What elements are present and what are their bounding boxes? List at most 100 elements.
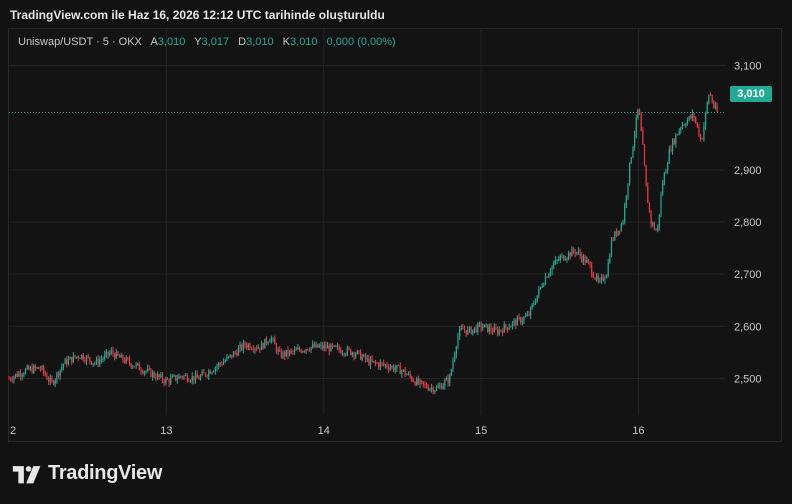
candle-body	[407, 373, 410, 375]
candle-body	[346, 347, 348, 355]
candle-body	[376, 362, 378, 364]
candle-body	[313, 344, 315, 348]
candle-body	[122, 354, 124, 361]
candle-body	[516, 317, 519, 326]
candle-body	[635, 117, 637, 135]
candle-body	[534, 302, 537, 304]
candle-body	[437, 386, 439, 388]
candle-body	[688, 116, 690, 121]
candle-body	[325, 345, 327, 349]
candle-body	[229, 354, 231, 357]
candle-body	[369, 358, 372, 365]
candle-body	[620, 224, 622, 231]
candle-body	[417, 378, 419, 384]
candle-body	[508, 327, 510, 330]
candle-body	[341, 353, 344, 355]
candle-body	[170, 377, 172, 384]
x-tick-label: 16	[632, 425, 644, 437]
candle-body	[584, 256, 586, 263]
candle-body	[381, 362, 383, 364]
candle-body	[526, 314, 528, 316]
candle-body	[412, 380, 415, 382]
candle-body	[293, 349, 296, 352]
candle-body	[358, 350, 360, 352]
candle-body	[566, 258, 568, 260]
candle-body	[564, 259, 566, 261]
candle-body	[567, 252, 570, 259]
candle-body	[713, 102, 715, 108]
candle-body	[224, 360, 226, 362]
candle-body	[71, 357, 73, 363]
candle-body	[285, 349, 287, 357]
candle-body	[232, 352, 235, 358]
candle-body	[696, 122, 698, 127]
candle-body	[539, 286, 542, 289]
candle-body	[300, 350, 302, 353]
candle-body	[54, 379, 56, 385]
candle-body	[551, 266, 553, 272]
candle-body	[483, 324, 485, 328]
candle-body	[272, 338, 274, 340]
candle-body	[295, 349, 297, 351]
candle-body	[284, 351, 286, 357]
candle-body	[556, 259, 558, 261]
candle-body	[536, 295, 538, 303]
candle-body	[246, 345, 248, 348]
candle-body	[467, 329, 469, 335]
candle-body	[660, 194, 662, 215]
candle-body	[389, 367, 391, 370]
candle-body	[109, 353, 111, 356]
candle-body	[675, 135, 677, 144]
candle-body	[561, 255, 563, 257]
candle-body	[485, 324, 487, 326]
candle-body	[219, 363, 221, 365]
price-series	[8, 92, 718, 395]
candle-body	[206, 375, 208, 377]
candle-body	[459, 329, 461, 337]
candle-body	[218, 363, 220, 367]
candle-body	[676, 134, 679, 136]
candle-body	[128, 359, 131, 364]
candle-body	[312, 344, 314, 348]
candle-body	[511, 322, 514, 327]
candle-body	[237, 348, 240, 356]
candle-body	[482, 327, 484, 329]
candle-body	[652, 223, 654, 225]
candle-body	[95, 358, 98, 363]
candle-body	[470, 327, 472, 335]
candle-body	[203, 371, 205, 374]
candle-body	[624, 205, 626, 222]
candle-body	[617, 230, 619, 236]
candle-body	[622, 221, 624, 225]
candle-body	[105, 351, 107, 355]
candle-body	[468, 327, 471, 330]
candle-body	[297, 348, 299, 350]
tradingview-logo[interactable]: TradingView	[12, 462, 162, 485]
candle-body	[704, 112, 707, 126]
candle-body	[667, 163, 669, 171]
candle-body	[336, 346, 339, 348]
candle-body	[44, 372, 46, 376]
candle-body	[275, 344, 278, 352]
candle-body	[267, 342, 269, 344]
candle-body	[132, 366, 134, 368]
candle-body	[525, 315, 527, 317]
candle-body	[115, 351, 117, 359]
candle-body	[125, 357, 127, 363]
candle-body	[274, 338, 276, 345]
candle-body	[257, 347, 259, 349]
candle-body	[475, 327, 477, 333]
candle-body	[647, 186, 649, 203]
change-value: 0,000 (0,00%)	[326, 36, 396, 48]
candle-body	[155, 376, 157, 379]
candle-body	[348, 347, 350, 350]
candle-body	[670, 149, 672, 151]
candle-body	[391, 366, 393, 368]
candle-body	[89, 357, 91, 362]
candle-body	[226, 356, 228, 361]
candle-body	[359, 350, 362, 360]
candle-body	[691, 113, 693, 118]
candle-body	[632, 146, 634, 158]
candle-body	[378, 363, 380, 368]
